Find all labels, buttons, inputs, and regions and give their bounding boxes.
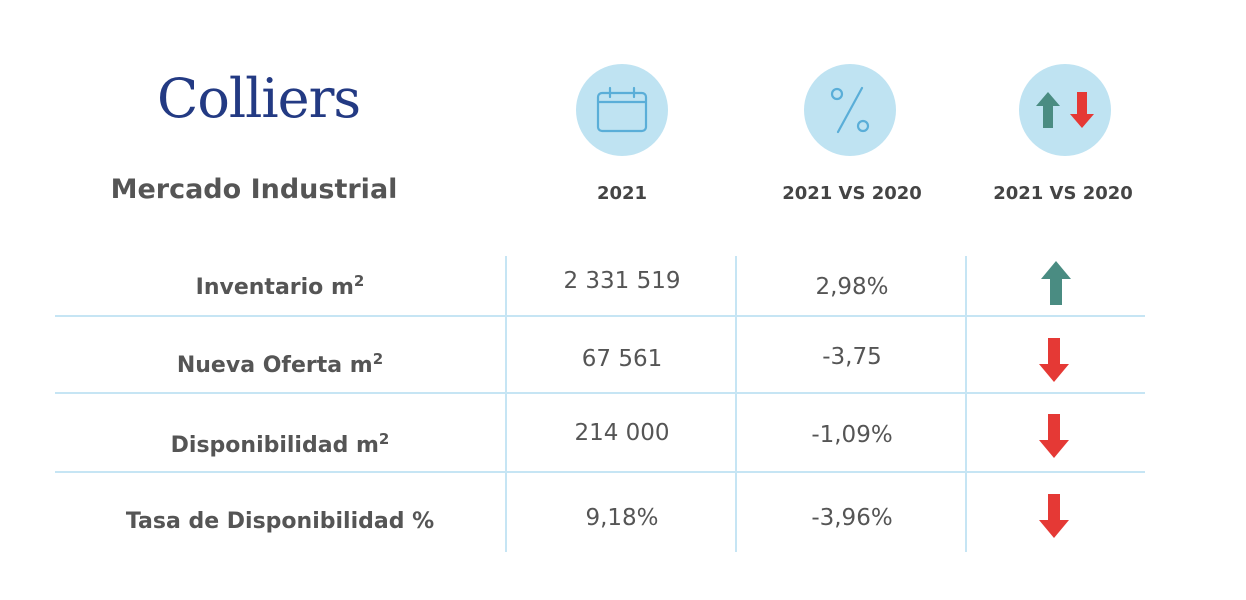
column-header-trend: 2021 VS 2020 bbox=[993, 183, 1133, 204]
cell-change: -1,09% bbox=[811, 422, 893, 448]
cell-change: -3,96% bbox=[811, 505, 893, 531]
trend-down-arrow-icon bbox=[1039, 494, 1069, 538]
column-header-change: 2021 VS 2020 bbox=[782, 183, 922, 204]
up-down-arrows-icon bbox=[1036, 92, 1094, 128]
trend-up-arrow-icon bbox=[1041, 261, 1071, 305]
percent-icon-badge bbox=[804, 64, 896, 156]
calendar-icon-badge bbox=[576, 64, 668, 156]
trend-down-arrow-icon bbox=[1039, 414, 1069, 458]
cell-change: 2,98% bbox=[815, 274, 889, 300]
percent-icon bbox=[830, 86, 870, 134]
row-label-nueva-oferta: Nueva Oferta m2 bbox=[176, 350, 384, 378]
cell-value-2021: 2 331 519 bbox=[563, 268, 681, 294]
column-divider bbox=[505, 256, 507, 552]
row-label-inventario: Inventario m2 bbox=[195, 272, 365, 300]
cell-change: -3,75 bbox=[822, 344, 882, 370]
cell-value-2021: 214 000 bbox=[574, 420, 670, 446]
column-header-2021: 2021 bbox=[596, 183, 648, 204]
cell-value-2021: 67 561 bbox=[581, 346, 663, 372]
row-divider bbox=[55, 392, 1145, 394]
table-title: Mercado Industrial bbox=[110, 174, 398, 205]
row-label-disponibilidad: Disponibilidad m2 bbox=[170, 430, 390, 458]
row-divider bbox=[55, 471, 1145, 473]
column-divider bbox=[735, 256, 737, 552]
colliers-logo: Colliers bbox=[157, 67, 361, 130]
row-label-tasa-disponibilidad: Tasa de Disponibilidad % bbox=[125, 509, 435, 534]
row-divider bbox=[55, 315, 1145, 317]
up-down-arrows-icon-badge bbox=[1019, 64, 1111, 156]
calendar-icon bbox=[596, 86, 648, 133]
column-divider bbox=[965, 256, 967, 552]
cell-value-2021: 9,18% bbox=[585, 505, 659, 531]
trend-down-arrow-icon bbox=[1039, 338, 1069, 382]
